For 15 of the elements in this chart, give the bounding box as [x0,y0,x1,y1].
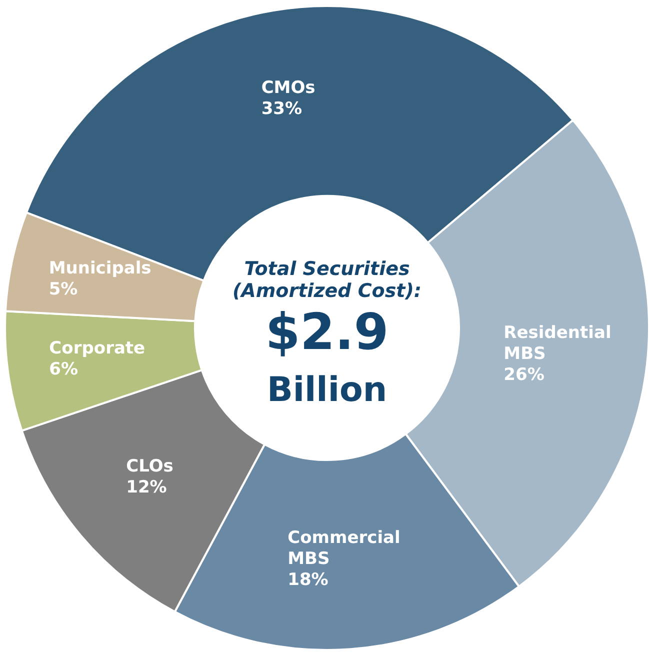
data-label: 5% [48,280,78,300]
data-label: 6% [49,359,78,380]
slice-label: Residential MBS [504,323,612,364]
data-label: 12% [126,478,167,498]
text: Billion [266,370,388,410]
data-label: 33% [261,99,302,120]
slice-label: CLOs [126,456,174,477]
text: Total Securities (Amortized Cost): [232,258,422,302]
slice-label: CMOs [261,78,316,98]
text: $2.9 [265,302,389,361]
data-label: 18% [288,570,328,590]
slice-label: Commercial MBS [288,528,400,569]
slice-label: Municipals [48,258,152,279]
data-label: 26% [504,365,544,386]
slice-label: Corporate [49,338,146,358]
